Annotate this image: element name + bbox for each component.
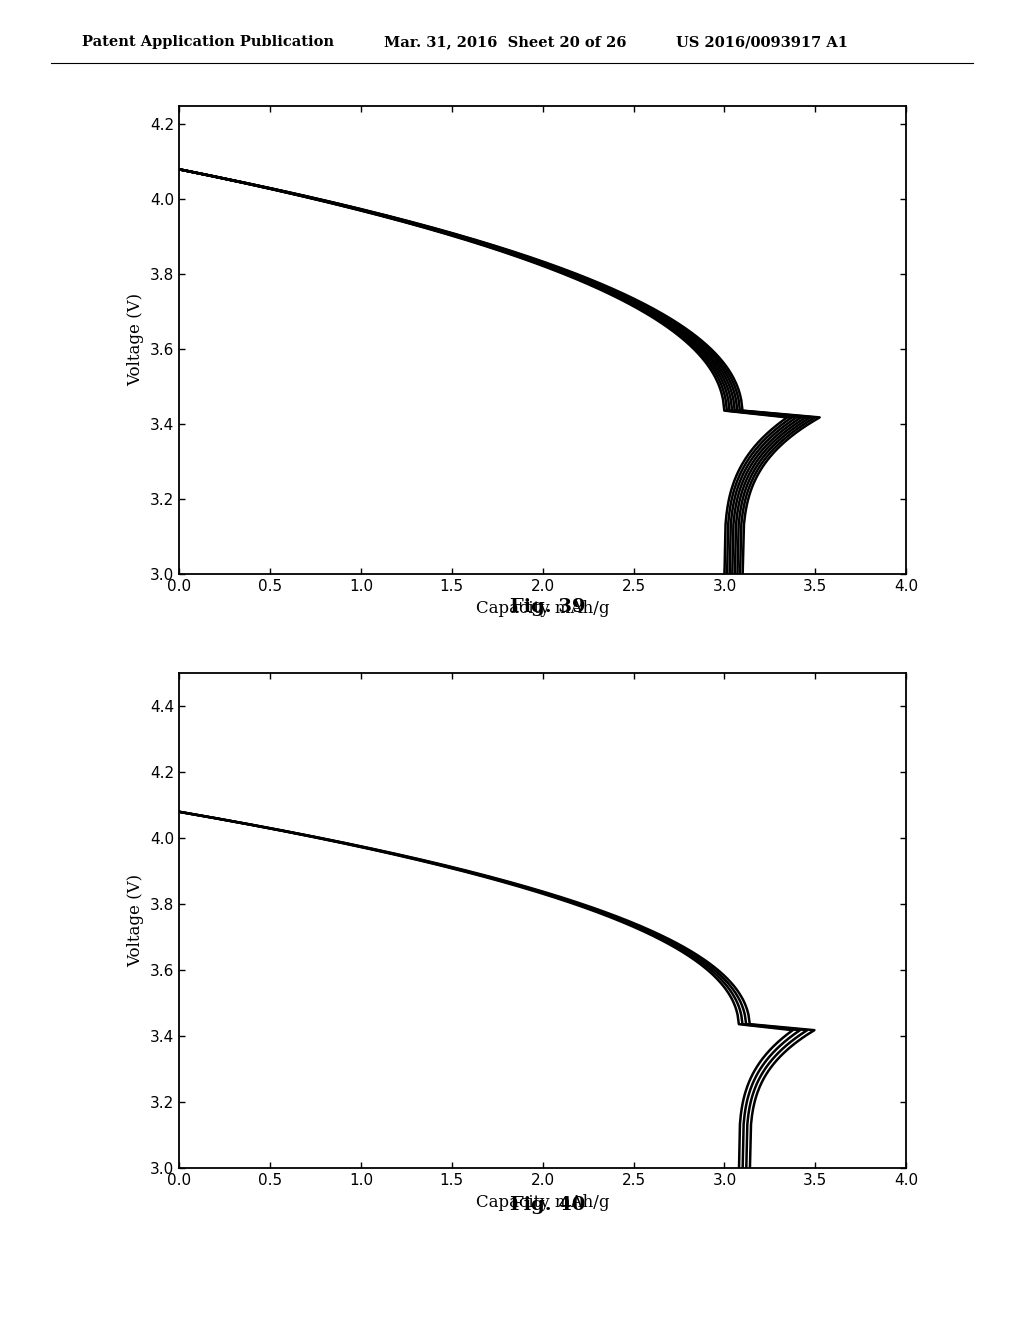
Text: Fig. 40: Fig. 40: [510, 1196, 586, 1214]
Text: Fig. 39: Fig. 39: [510, 598, 586, 616]
Text: Patent Application Publication: Patent Application Publication: [82, 36, 334, 49]
Text: US 2016/0093917 A1: US 2016/0093917 A1: [676, 36, 848, 49]
X-axis label: Capacity mAh/g: Capacity mAh/g: [476, 1193, 609, 1210]
Y-axis label: Voltage (V): Voltage (V): [127, 293, 144, 387]
Y-axis label: Voltage (V): Voltage (V): [127, 874, 144, 968]
X-axis label: Capacity mAh/g: Capacity mAh/g: [476, 599, 609, 616]
Text: Mar. 31, 2016  Sheet 20 of 26: Mar. 31, 2016 Sheet 20 of 26: [384, 36, 627, 49]
